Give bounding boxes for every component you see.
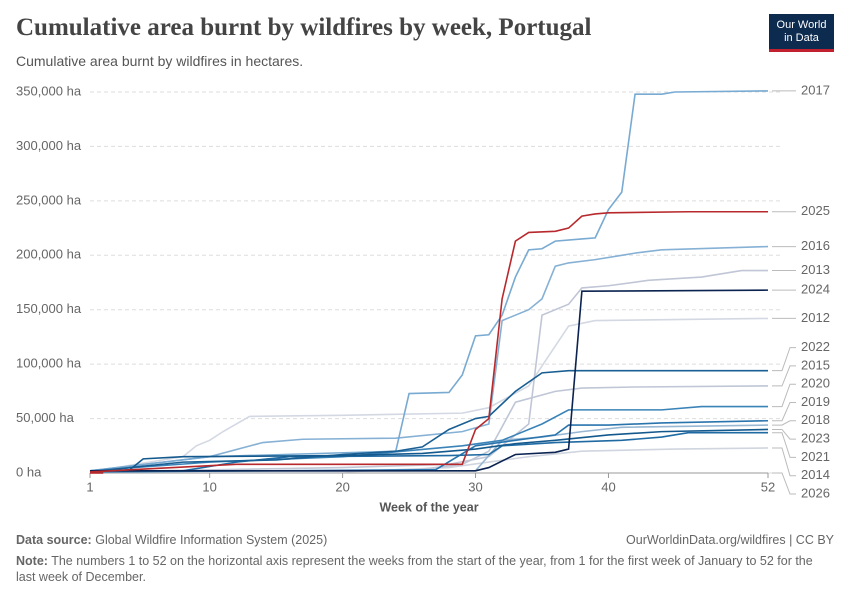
x-tick-label: 30	[468, 479, 482, 494]
series-line	[89, 369, 768, 473]
series-label: 2015	[801, 357, 830, 372]
url[interactable]: OurWorldinData.org/wildfires | CC BY	[626, 533, 834, 547]
series-label: 2023	[801, 431, 830, 446]
series-label: 2017	[801, 82, 830, 97]
subtitle: Cumulative area burnt by wildfires in he…	[16, 53, 304, 69]
series-label: 2026	[801, 485, 830, 500]
y-tick-label: 150,000 ha	[16, 301, 82, 316]
series-label: 2019	[801, 394, 830, 409]
x-tick-label: 40	[601, 479, 615, 494]
logo-line: in Data	[784, 32, 819, 44]
series-label: 2016	[801, 238, 830, 253]
series-line	[89, 245, 769, 472]
y-tick-label: 0 ha	[16, 464, 42, 479]
note-label: Note:	[16, 554, 48, 568]
series-label: 2024	[801, 282, 830, 297]
label-connector	[772, 428, 796, 440]
series-label: 2018	[801, 412, 830, 427]
series-line	[90, 385, 769, 472]
note-text: The numbers 1 to 52 on the horizontal ax…	[16, 554, 813, 584]
label-connector	[772, 472, 796, 495]
series-label: 2014	[801, 467, 830, 482]
series-line	[89, 428, 769, 473]
source: Data source: Global Wildfire Information…	[16, 533, 327, 547]
logo[interactable]: Our World in Data	[769, 14, 834, 52]
x-tick-label: 52	[761, 479, 775, 494]
series-label: 2021	[801, 449, 830, 464]
logo-line: Our World	[776, 19, 827, 31]
y-tick-label: 50,000 ha	[16, 410, 75, 425]
series-line	[89, 90, 769, 472]
label-connector	[772, 447, 796, 477]
label-connector	[772, 347, 796, 372]
x-tick-label: 20	[335, 479, 349, 494]
series-line	[90, 431, 768, 472]
series-line	[89, 317, 769, 473]
label-connector	[772, 383, 796, 408]
y-tick-label: 100,000 ha	[16, 356, 82, 371]
series-label: 2013	[801, 262, 830, 277]
series-line	[89, 210, 768, 473]
x-axis-label: Week of the year	[379, 500, 478, 514]
label-connector	[772, 365, 796, 387]
label-connector	[772, 420, 796, 426]
label-connector	[772, 402, 796, 422]
x-tick-label: 10	[202, 479, 216, 494]
y-tick-label: 200,000 ha	[16, 247, 82, 262]
chart: 0 ha 50,000 ha 100,000 ha 150,000 ha 200,000…	[16, 82, 830, 514]
series-line	[90, 289, 769, 472]
y-tick-label: 300,000 ha	[16, 138, 82, 153]
source-text: Global Wildfire Information System (2025…	[95, 533, 328, 547]
y-tick-label: 350,000 ha	[16, 83, 82, 98]
source-label: Data source:	[16, 533, 92, 547]
chart-title: Cumulative area burnt by wildfires by we…	[16, 14, 592, 41]
series-line	[89, 419, 769, 473]
y-tick-label: 250,000 ha	[16, 192, 82, 207]
label-connector	[772, 432, 796, 458]
series-label: 2022	[801, 339, 830, 354]
series-label: 2012	[801, 310, 830, 325]
series-label: 2020	[801, 376, 830, 391]
series-line	[90, 447, 769, 473]
note: Note: The numbers 1 to 52 on the horizon…	[16, 553, 831, 585]
x-tick-label: 1	[86, 479, 93, 494]
series-label: 2025	[801, 203, 830, 218]
